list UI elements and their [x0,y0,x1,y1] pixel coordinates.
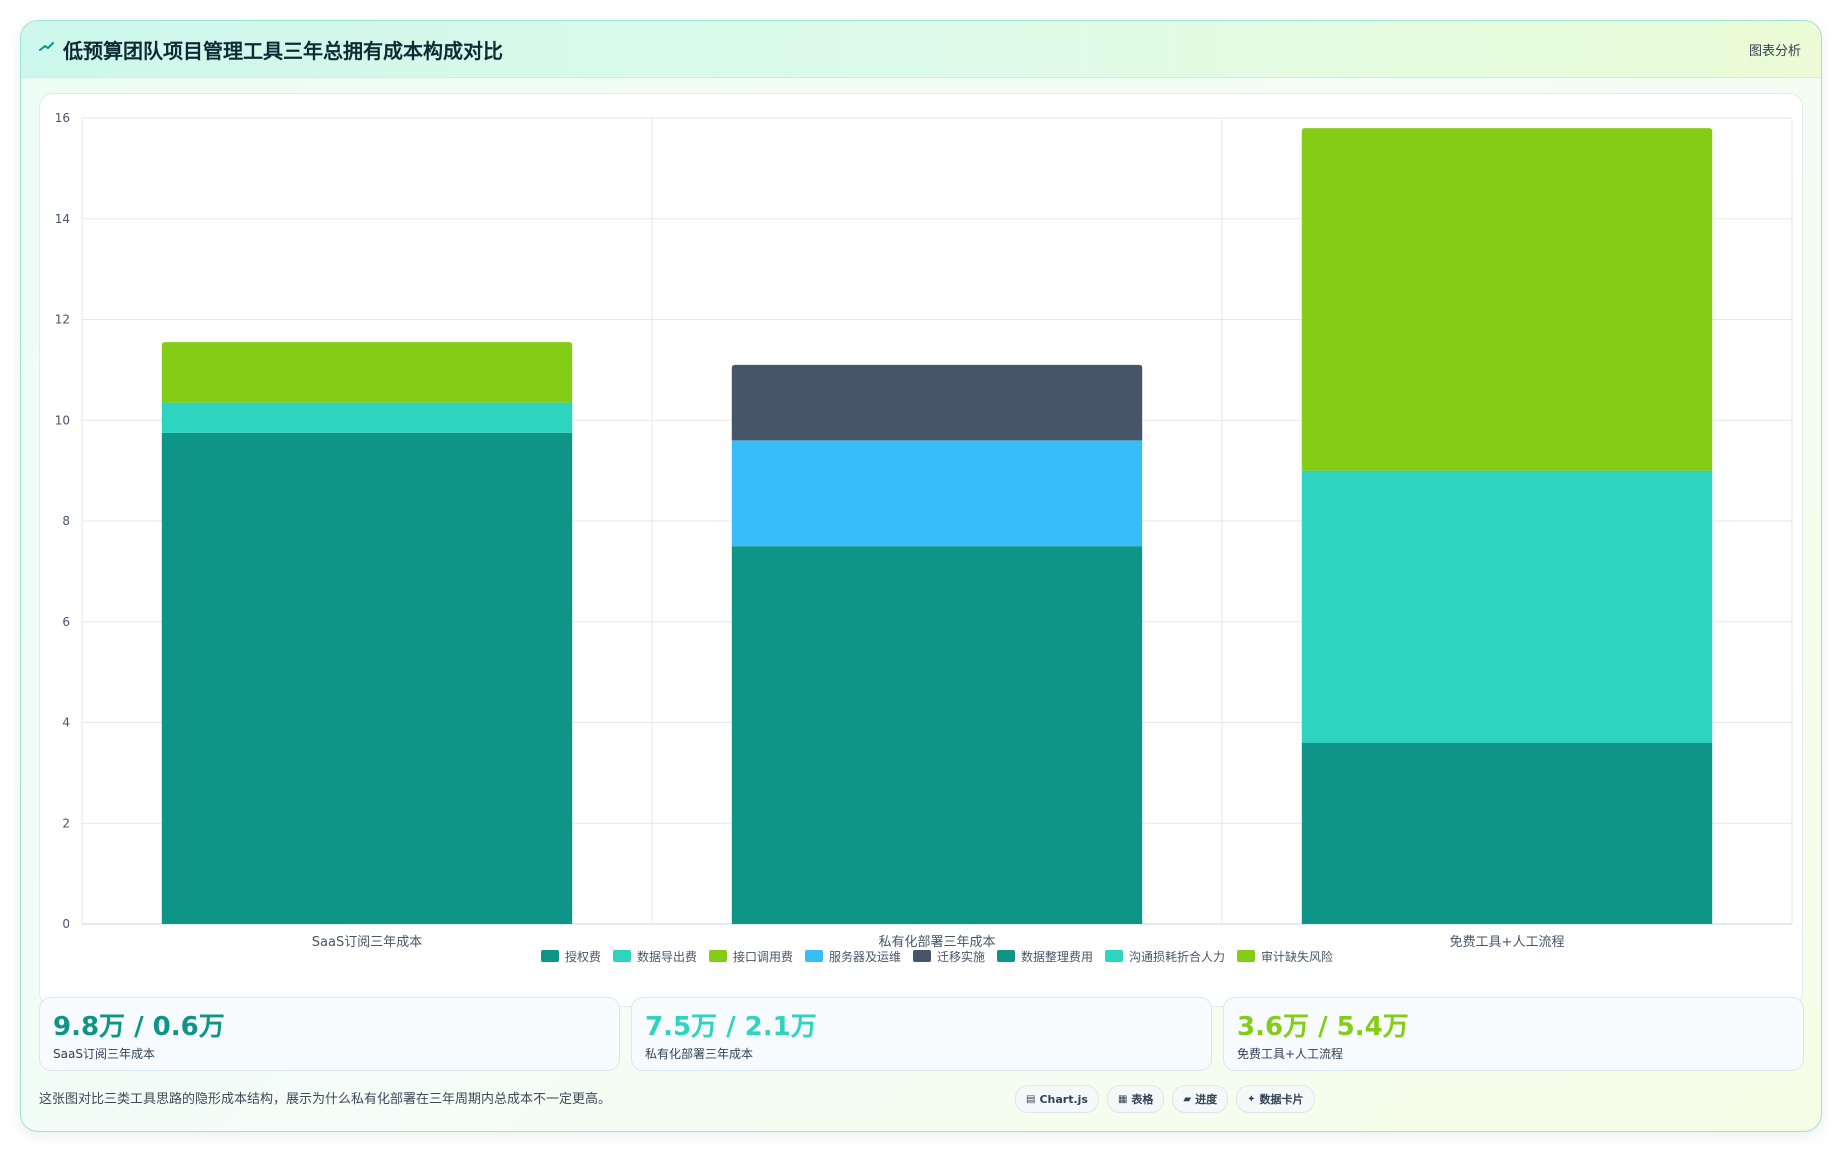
legend-label: 审计缺失风险 [1261,949,1333,964]
legend-label: 接口调用费 [733,949,793,964]
bar-segment [1301,128,1713,471]
progress-icon: ▰ [1183,1093,1192,1105]
chart-analysis-label[interactable]: 图表分析 [1748,44,1801,59]
legend-swatch [805,950,823,962]
y-tick-label: 0 [62,917,70,931]
stat-value: 9.8万 / 0.6万 [53,1012,225,1042]
stat-value: 3.6万 / 5.4万 [1237,1012,1409,1042]
y-tick-label: 14 [55,212,70,226]
y-tick-label: 4 [62,716,70,730]
tag-data-card[interactable]: ✦ 数据卡片 [1236,1085,1315,1113]
stacked-bar-chart: 0 2 4 6 8 10 12 14 16 SaaS订阅三年成本 私有化部署三年成本 免费工具+人工流… [55,111,1793,964]
sparkle-icon: ✦ [1247,1093,1256,1105]
legend-swatch [613,950,631,962]
legend-label: 数据整理费用 [1021,949,1093,964]
x-tick-label: 免费工具+人工流程 [1450,935,1565,950]
bar-segment [731,546,1143,924]
bar-segment [731,440,1143,547]
tag-label: 表格 [1131,1093,1154,1106]
y-tick-label: 8 [62,514,70,528]
stat-card-saas: 9.8万 / 0.6万 SaaS订阅三年成本 [39,997,620,1071]
y-tick-label: 10 [55,413,70,427]
legend-label: 授权费 [565,949,601,964]
tag-label: 进度 [1195,1093,1218,1106]
chart-footnote: 这张图对比三类工具思路的隐形成本结构，展示为什么私有化部署在三年周期内总成本不一… [39,1092,612,1107]
legend-label: 数据导出费 [637,949,697,964]
page-title: 低预算团队项目管理工具三年总拥有成本构成对比 [63,39,503,63]
legend-swatch [1237,950,1255,962]
tag-table[interactable]: ▦ 表格 [1106,1085,1165,1113]
stat-value: 7.5万 / 2.1万 [645,1012,817,1042]
chart-icon: ▤ [1026,1093,1036,1105]
legend-swatch [1105,950,1123,962]
stat-card-private: 7.5万 / 2.1万 私有化部署三年成本 [631,997,1212,1071]
bar-segment [161,402,573,433]
x-tick-label: 私有化部署三年成本 [878,935,995,950]
legend-swatch [709,950,727,962]
tag-label: Chart.js [1039,1092,1088,1106]
y-tick-label: 12 [55,313,70,327]
y-tick-label: 16 [55,111,70,125]
bar-segment [731,364,1143,441]
stat-card-free: 3.6万 / 5.4万 免费工具+人工流程 [1223,997,1804,1071]
x-tick-label: SaaS订阅三年成本 [312,935,422,950]
bar-segment [161,432,573,924]
legend-swatch [997,950,1015,962]
bar-segment [1301,742,1713,924]
legend-label: 服务器及运维 [829,949,901,964]
table-icon: ▦ [1117,1093,1128,1105]
card-header: 低预算团队项目管理工具三年总拥有成本构成对比 图表分析 [21,21,1821,78]
tag-label: 数据卡片 [1259,1093,1304,1106]
stat-label: 免费工具+人工流程 [1237,1047,1344,1061]
chart-panel: 0 2 4 6 8 10 12 14 16 SaaS订阅三年成本 私有化部署三年成本 免费工具+人工流… [39,93,1803,1007]
y-tick-label: 6 [62,615,70,629]
tag-chartjs[interactable]: ▤ Chart.js [1015,1085,1099,1113]
legend-swatch [541,950,559,962]
tag-list: ▤ Chart.js ▦ 表格 ▰ 进度 ✦ 数据卡片 [1015,1085,1315,1113]
bar-segment [1301,470,1713,743]
legend-label: 沟通损耗折合人力 [1129,949,1225,964]
chart-card: 低预算团队项目管理工具三年总拥有成本构成对比 图表分析 0 2 4 6 8 10 12 14 1… [20,20,1822,1132]
bar-segment [161,342,573,403]
trend-icon [39,42,54,51]
stat-label: 私有化部署三年成本 [645,1047,754,1061]
y-tick-label: 2 [62,816,70,830]
tag-progress[interactable]: ▰ 进度 [1172,1085,1229,1113]
stat-label: SaaS订阅三年成本 [53,1047,155,1061]
legend-label: 迁移实施 [937,949,985,964]
legend-swatch [913,950,931,962]
